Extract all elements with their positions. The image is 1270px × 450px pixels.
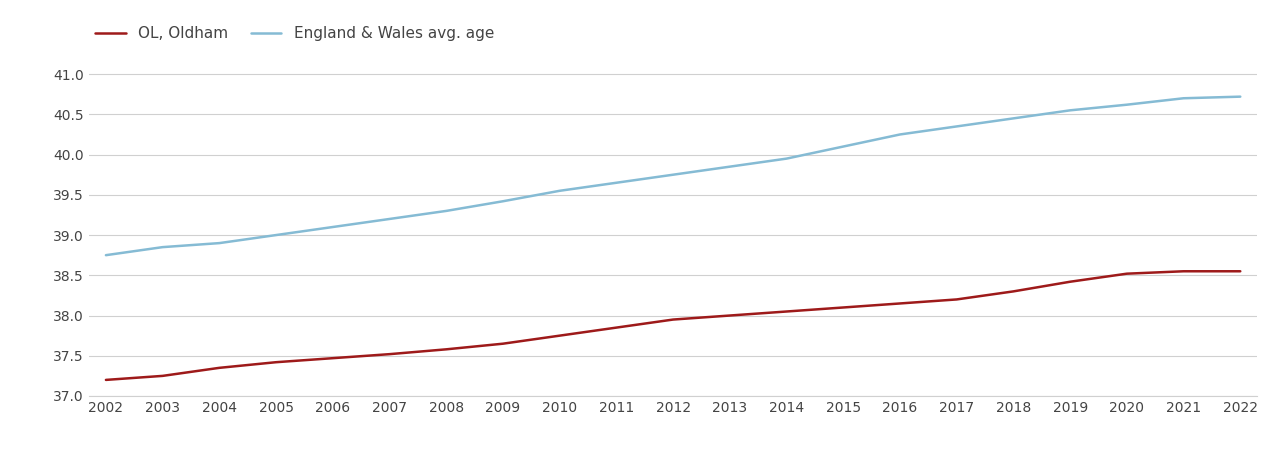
OL, Oldham xyxy=(155,373,170,378)
OL, Oldham xyxy=(608,325,624,330)
OL, Oldham xyxy=(665,317,681,322)
England & Wales avg. age xyxy=(98,252,113,258)
OL, Oldham xyxy=(893,301,908,306)
England & Wales avg. age xyxy=(1176,95,1191,101)
England & Wales avg. age xyxy=(325,224,340,230)
England & Wales avg. age xyxy=(1233,94,1248,99)
OL, Oldham xyxy=(552,333,568,338)
OL, Oldham xyxy=(836,305,851,310)
OL, Oldham xyxy=(1233,269,1248,274)
OL, Oldham xyxy=(949,297,964,302)
OL, Oldham xyxy=(1176,269,1191,274)
OL, Oldham xyxy=(1063,279,1078,284)
Line: England & Wales avg. age: England & Wales avg. age xyxy=(105,97,1241,255)
England & Wales avg. age xyxy=(212,240,227,246)
England & Wales avg. age xyxy=(836,144,851,149)
OL, Oldham xyxy=(382,351,398,357)
OL, Oldham xyxy=(268,360,283,365)
England & Wales avg. age xyxy=(665,172,681,177)
OL, Oldham xyxy=(325,356,340,361)
England & Wales avg. age xyxy=(1063,108,1078,113)
OL, Oldham xyxy=(1006,289,1021,294)
England & Wales avg. age xyxy=(949,124,964,129)
OL, Oldham xyxy=(723,313,738,318)
England & Wales avg. age xyxy=(155,244,170,250)
Line: OL, Oldham: OL, Oldham xyxy=(105,271,1241,380)
England & Wales avg. age xyxy=(608,180,624,185)
England & Wales avg. age xyxy=(723,164,738,169)
OL, Oldham xyxy=(98,377,113,382)
England & Wales avg. age xyxy=(438,208,453,214)
England & Wales avg. age xyxy=(779,156,794,161)
OL, Oldham xyxy=(438,346,453,352)
England & Wales avg. age xyxy=(495,198,511,204)
OL, Oldham xyxy=(1119,271,1134,276)
Legend: OL, Oldham, England & Wales avg. age: OL, Oldham, England & Wales avg. age xyxy=(89,20,500,47)
OL, Oldham xyxy=(212,365,227,370)
OL, Oldham xyxy=(779,309,794,314)
England & Wales avg. age xyxy=(268,232,283,238)
England & Wales avg. age xyxy=(1119,102,1134,108)
England & Wales avg. age xyxy=(382,216,398,222)
England & Wales avg. age xyxy=(552,188,568,194)
England & Wales avg. age xyxy=(893,132,908,137)
England & Wales avg. age xyxy=(1006,116,1021,121)
OL, Oldham xyxy=(495,341,511,346)
